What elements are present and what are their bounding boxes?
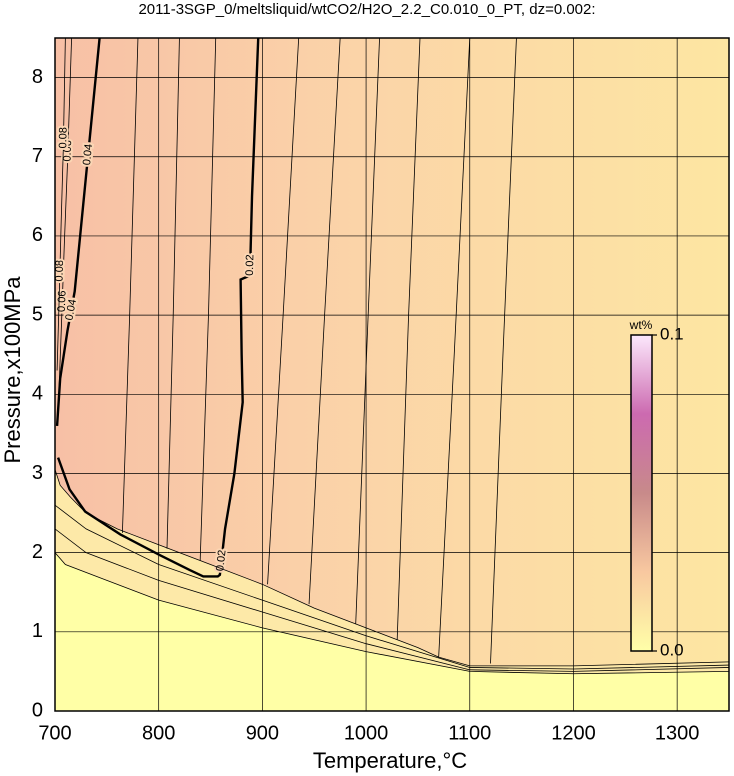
y-tick-label: 1 <box>32 620 43 642</box>
x-tick-label: 1300 <box>655 722 700 744</box>
contour-line <box>57 38 72 415</box>
contour-line <box>56 38 66 371</box>
contour-line <box>438 38 471 658</box>
y-tick-label: 5 <box>32 303 43 325</box>
x-tick-label: 800 <box>142 722 175 744</box>
contour-line <box>166 38 180 549</box>
y-tick-label: 0 <box>32 699 43 721</box>
y-tick-label: 4 <box>32 383 43 405</box>
x-tick-label: 1200 <box>551 722 596 744</box>
contour-line <box>55 469 729 667</box>
contour-line <box>55 528 729 672</box>
contour-line <box>55 504 729 670</box>
x-tick-label: 1100 <box>448 722 491 744</box>
plot-area: 0.020.020.040.040.060.060.080.08 <box>54 38 729 711</box>
colorbar <box>630 334 653 652</box>
colorbar-tick-label: 0.0 <box>660 640 684 659</box>
chart-title: 2011-3SGP_0/meltsliquid/wtCO2/H2O_2.2_C0… <box>138 1 595 18</box>
y-tick-label: 3 <box>32 462 43 484</box>
contour-line <box>267 38 300 585</box>
x-tick-label: 1000 <box>344 722 389 744</box>
y-tick-label: 2 <box>32 541 43 563</box>
contour-line <box>396 38 421 640</box>
contour-label: 0.08 <box>54 260 67 282</box>
plot-frame <box>54 37 730 712</box>
contour-line <box>122 38 139 533</box>
colorbar-label: wt% <box>629 318 653 332</box>
contour-line <box>490 38 517 664</box>
contour-label: 0.04 <box>81 143 95 165</box>
contour-label: 0.08 <box>57 127 69 149</box>
y-tick-label: 7 <box>32 145 43 167</box>
contour-line <box>308 38 341 605</box>
contour-line <box>55 552 729 675</box>
y-tick-label: 8 <box>32 66 43 88</box>
contour-line <box>55 38 101 427</box>
x-axis-label: Temperature,°C <box>313 748 467 773</box>
y-tick-label: 6 <box>32 224 43 246</box>
contour-line <box>199 38 217 561</box>
x-tick-label: 700 <box>38 722 71 744</box>
colorbar-tick-label: 0.1 <box>660 324 684 343</box>
contour-label: 0.06 <box>56 290 69 312</box>
overlay: 700 800 900 1000 1100 1200 1300 0 1 2 3 4 5 6 7 8 0.1 0.0 <box>32 37 730 744</box>
contour-line <box>56 38 260 578</box>
contour-label: 0.02 <box>244 254 257 276</box>
x-tick-label: 900 <box>246 722 279 744</box>
contour-fill <box>55 552 729 711</box>
contour-line <box>355 38 380 624</box>
y-axis-label: Pressure,x100MPa <box>0 276 25 464</box>
